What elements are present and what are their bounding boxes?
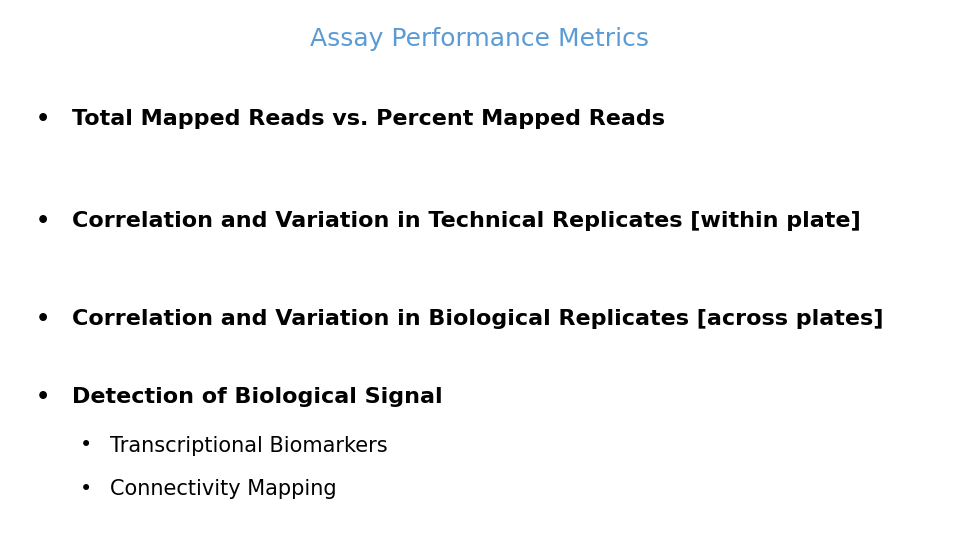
Text: Assay Performance Metrics: Assay Performance Metrics — [310, 27, 650, 51]
Text: Transcriptional Biomarkers: Transcriptional Biomarkers — [110, 435, 388, 456]
Text: •: • — [36, 211, 50, 232]
Text: •: • — [36, 308, 50, 329]
Text: Correlation and Variation in Technical Replicates [within plate]: Correlation and Variation in Technical R… — [72, 211, 861, 232]
Text: Detection of Biological Signal: Detection of Biological Signal — [72, 387, 443, 407]
Text: Correlation and Variation in Biological Replicates [across plates]: Correlation and Variation in Biological … — [72, 308, 883, 329]
Text: Connectivity Mapping: Connectivity Mapping — [110, 478, 337, 499]
Text: •: • — [81, 435, 92, 456]
Text: •: • — [36, 109, 50, 129]
Text: Total Mapped Reads vs. Percent Mapped Reads: Total Mapped Reads vs. Percent Mapped Re… — [72, 109, 665, 129]
Text: •: • — [36, 387, 50, 407]
Text: •: • — [81, 478, 92, 499]
